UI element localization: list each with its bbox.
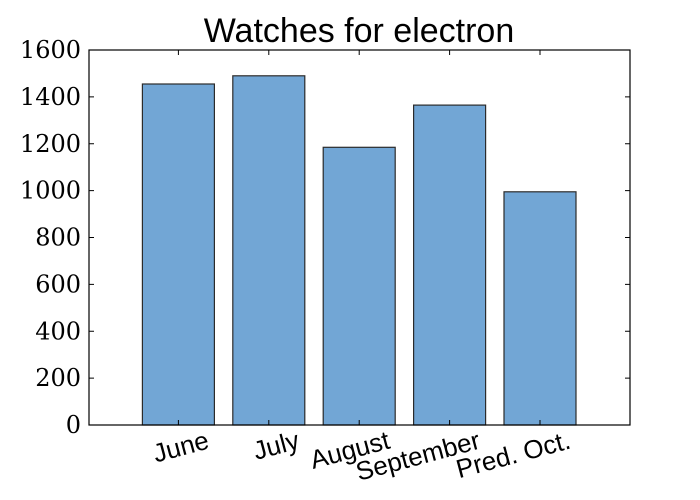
bar-june [141,83,215,426]
bar-july [232,75,306,426]
bars-group [141,75,577,426]
y-tick-label: 200 [35,364,81,392]
y-tick-label: 600 [35,270,81,298]
bar-august [322,146,396,426]
x-tick-label: June [150,425,212,469]
bar-september [413,104,487,426]
y-tick-label: 1600 [20,36,81,64]
x-tick-label: July [250,425,302,466]
chart-title: Watches for electron [204,12,515,50]
plot-frame [88,49,631,426]
y-tick-label: 800 [35,224,81,252]
y-tick-label: 0 [66,411,81,439]
y-tick-label: 400 [35,317,81,345]
bar-pred-oct [503,191,577,426]
y-axis: 0 200 400 600 800 1000 1200 1400 1600 [20,36,630,439]
y-tick-label: 1000 [20,177,81,205]
y-tick-label: 1400 [20,83,81,111]
y-tick-label: 1200 [20,130,81,158]
